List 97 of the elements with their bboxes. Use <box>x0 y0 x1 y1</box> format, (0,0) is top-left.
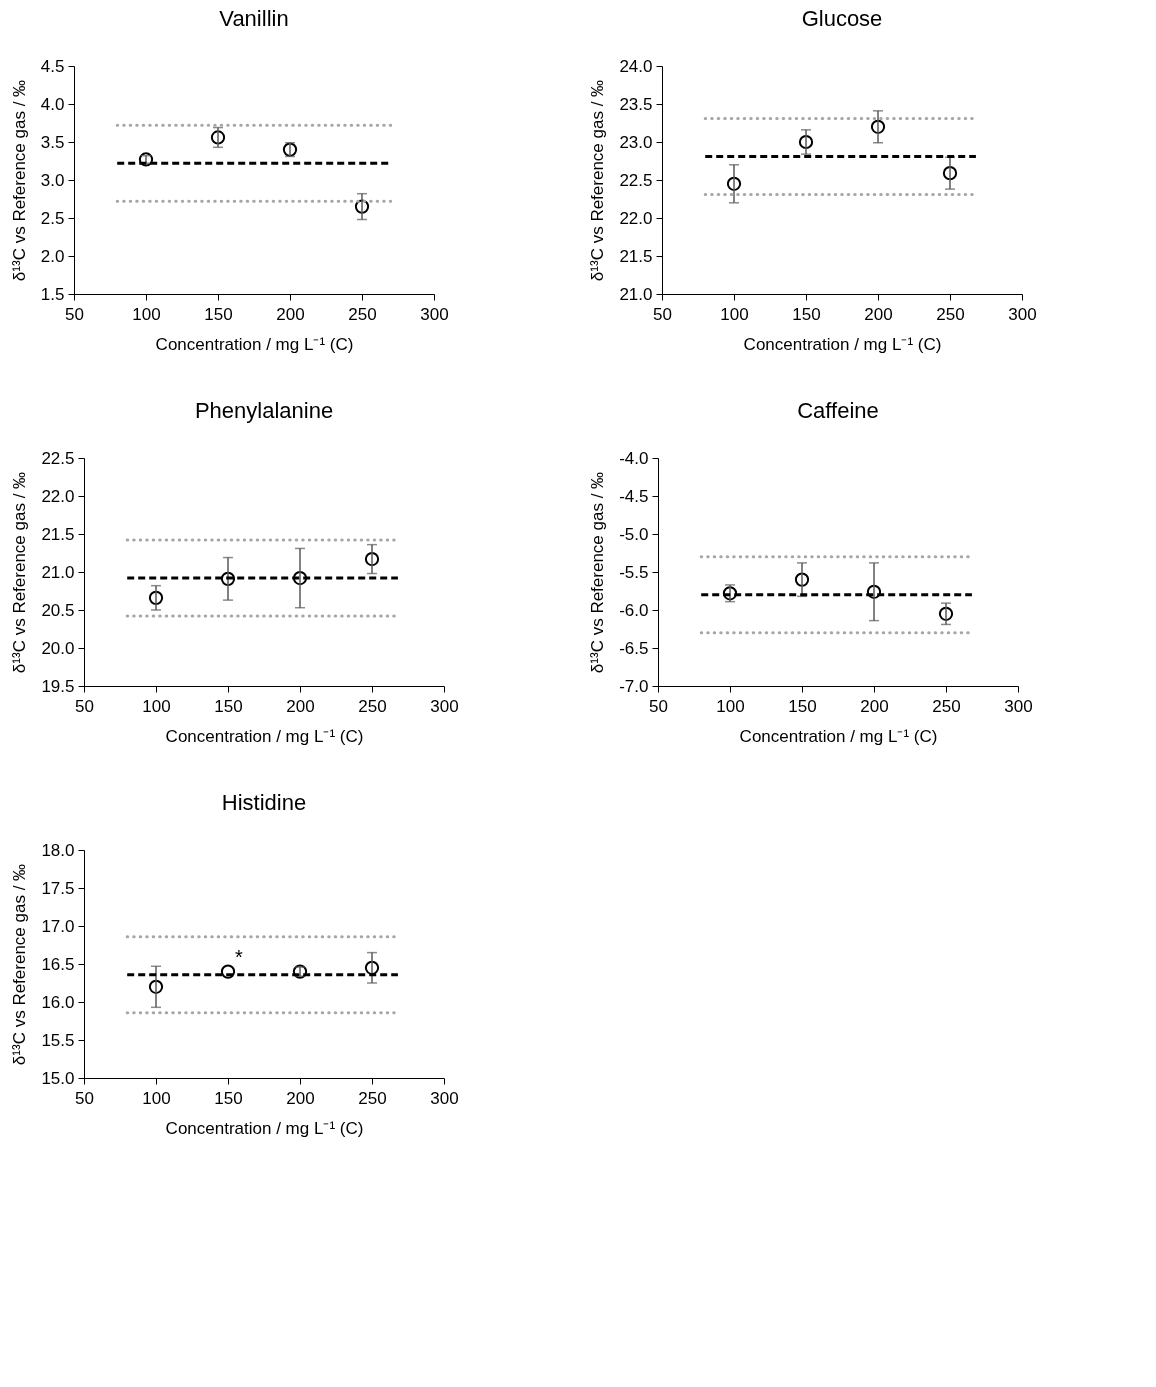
y-tick-label: 1.5 <box>40 284 65 304</box>
y-tick-label: 3.0 <box>40 170 65 190</box>
chart-title: Vanillin <box>219 6 289 31</box>
y-tick-label: 4.5 <box>40 56 65 76</box>
x-tick-label: 300 <box>430 696 459 716</box>
x-axis-title: Concentration / mg L⁻¹ (C) <box>165 1118 364 1138</box>
y-tick-label: 20.0 <box>41 638 75 658</box>
y-axis-title: δ¹³C vs Reference gas / ‰ <box>10 471 30 674</box>
x-axis-title: Concentration / mg L⁻¹ (C) <box>739 726 938 746</box>
x-tick-label: 200 <box>286 1088 315 1108</box>
point <box>942 166 958 181</box>
y-axis-title: δ¹³C vs Reference gas / ‰ <box>588 79 608 282</box>
x-tick-label: 200 <box>286 696 315 716</box>
point <box>938 606 954 621</box>
point <box>798 134 814 150</box>
y-tick-label: 22.0 <box>619 208 653 228</box>
y-tick-label: -5.0 <box>619 524 649 544</box>
y-tick-label: 19.5 <box>41 676 75 696</box>
x-tick-label: 50 <box>649 696 668 716</box>
x-tick-label: 100 <box>716 696 745 716</box>
point <box>220 964 236 979</box>
x-tick-label: 100 <box>720 304 749 324</box>
point <box>794 572 810 587</box>
y-tick-label: -7.0 <box>619 676 649 696</box>
point <box>354 199 370 214</box>
point <box>292 570 308 586</box>
x-tick-label: 300 <box>1008 304 1037 324</box>
x-tick-label: 300 <box>430 1088 459 1108</box>
y-tick-label: 15.0 <box>41 1068 75 1088</box>
y-tick-label: 17.0 <box>41 916 75 936</box>
x-axis-title: Concentration / mg L⁻¹ (C) <box>155 334 354 354</box>
point <box>364 551 380 567</box>
y-tick-label: -4.5 <box>619 486 649 506</box>
y-tick-label: 16.5 <box>41 954 75 974</box>
x-tick-label: 100 <box>142 696 171 716</box>
chart-title: Histidine <box>221 790 307 815</box>
point <box>870 119 886 134</box>
point <box>364 960 380 975</box>
chart-title: Glucose <box>801 6 883 31</box>
y-tick-label: 21.5 <box>619 246 653 266</box>
x-tick-label: 300 <box>420 304 449 324</box>
x-tick-label: 200 <box>860 696 889 716</box>
x-tick-label: 150 <box>788 696 817 716</box>
y-tick-label: 21.0 <box>619 284 653 304</box>
x-tick-label: 250 <box>932 696 961 716</box>
x-tick-label: 100 <box>132 304 161 324</box>
x-tick-label: 250 <box>936 304 965 324</box>
y-tick-label: 22.5 <box>619 170 653 190</box>
y-tick-label: 20.5 <box>41 600 75 620</box>
point <box>726 176 742 191</box>
x-tick-label: 250 <box>358 1088 387 1108</box>
x-tick-label: 150 <box>204 304 233 324</box>
x-tick-label: 250 <box>348 304 377 324</box>
x-tick-label: 200 <box>276 304 305 324</box>
x-tick-label: 50 <box>65 304 84 324</box>
x-axis-title: Concentration / mg L⁻¹ (C) <box>165 726 364 746</box>
x-tick-label: 300 <box>1004 696 1033 716</box>
y-tick-label: 17.5 <box>41 878 75 898</box>
y-tick-label: 4.0 <box>40 94 65 114</box>
chart-title: Phenylalanine <box>194 398 334 423</box>
x-tick-label: 50 <box>653 304 672 324</box>
y-tick-label: 16.0 <box>41 992 75 1012</box>
annotation: * <box>235 945 244 968</box>
x-tick-label: 150 <box>214 1088 243 1108</box>
y-tick-label: 2.0 <box>40 246 65 266</box>
y-tick-label: 23.0 <box>619 132 653 152</box>
x-tick-label: 250 <box>358 696 387 716</box>
y-axis-title: δ¹³C vs Reference gas / ‰ <box>588 471 608 674</box>
y-tick-label: 22.5 <box>41 448 75 468</box>
y-tick-label: -4.0 <box>619 448 649 468</box>
y-tick-label: 3.5 <box>40 132 65 152</box>
x-axis-title: Concentration / mg L⁻¹ (C) <box>743 334 942 354</box>
y-tick-label: 2.5 <box>40 208 65 228</box>
y-tick-label: -5.5 <box>619 562 649 582</box>
x-tick-label: 200 <box>864 304 893 324</box>
chart-title: Caffeine <box>797 398 879 423</box>
y-axis-title: δ¹³C vs Reference gas / ‰ <box>9 79 29 282</box>
x-tick-label: 150 <box>792 304 821 324</box>
point <box>148 590 164 605</box>
x-tick-label: 150 <box>214 696 243 716</box>
y-tick-label: -6.5 <box>619 638 649 658</box>
y-tick-label: -6.0 <box>619 600 649 620</box>
y-tick-label: 22.0 <box>41 486 75 506</box>
point <box>866 584 882 599</box>
y-tick-label: 21.5 <box>41 524 75 544</box>
x-tick-label: 100 <box>142 1088 171 1108</box>
y-tick-label: 18.0 <box>41 840 75 860</box>
point <box>220 571 236 586</box>
y-tick-label: 21.0 <box>41 562 75 582</box>
x-tick-label: 50 <box>75 696 94 716</box>
point <box>210 130 226 145</box>
y-tick-label: 23.5 <box>619 94 653 114</box>
y-tick-label: 15.5 <box>41 1030 75 1050</box>
point <box>148 979 164 994</box>
y-axis-title: δ¹³C vs Reference gas / ‰ <box>10 863 30 1066</box>
y-tick-label: 24.0 <box>619 56 653 76</box>
x-tick-label: 50 <box>75 1088 94 1108</box>
